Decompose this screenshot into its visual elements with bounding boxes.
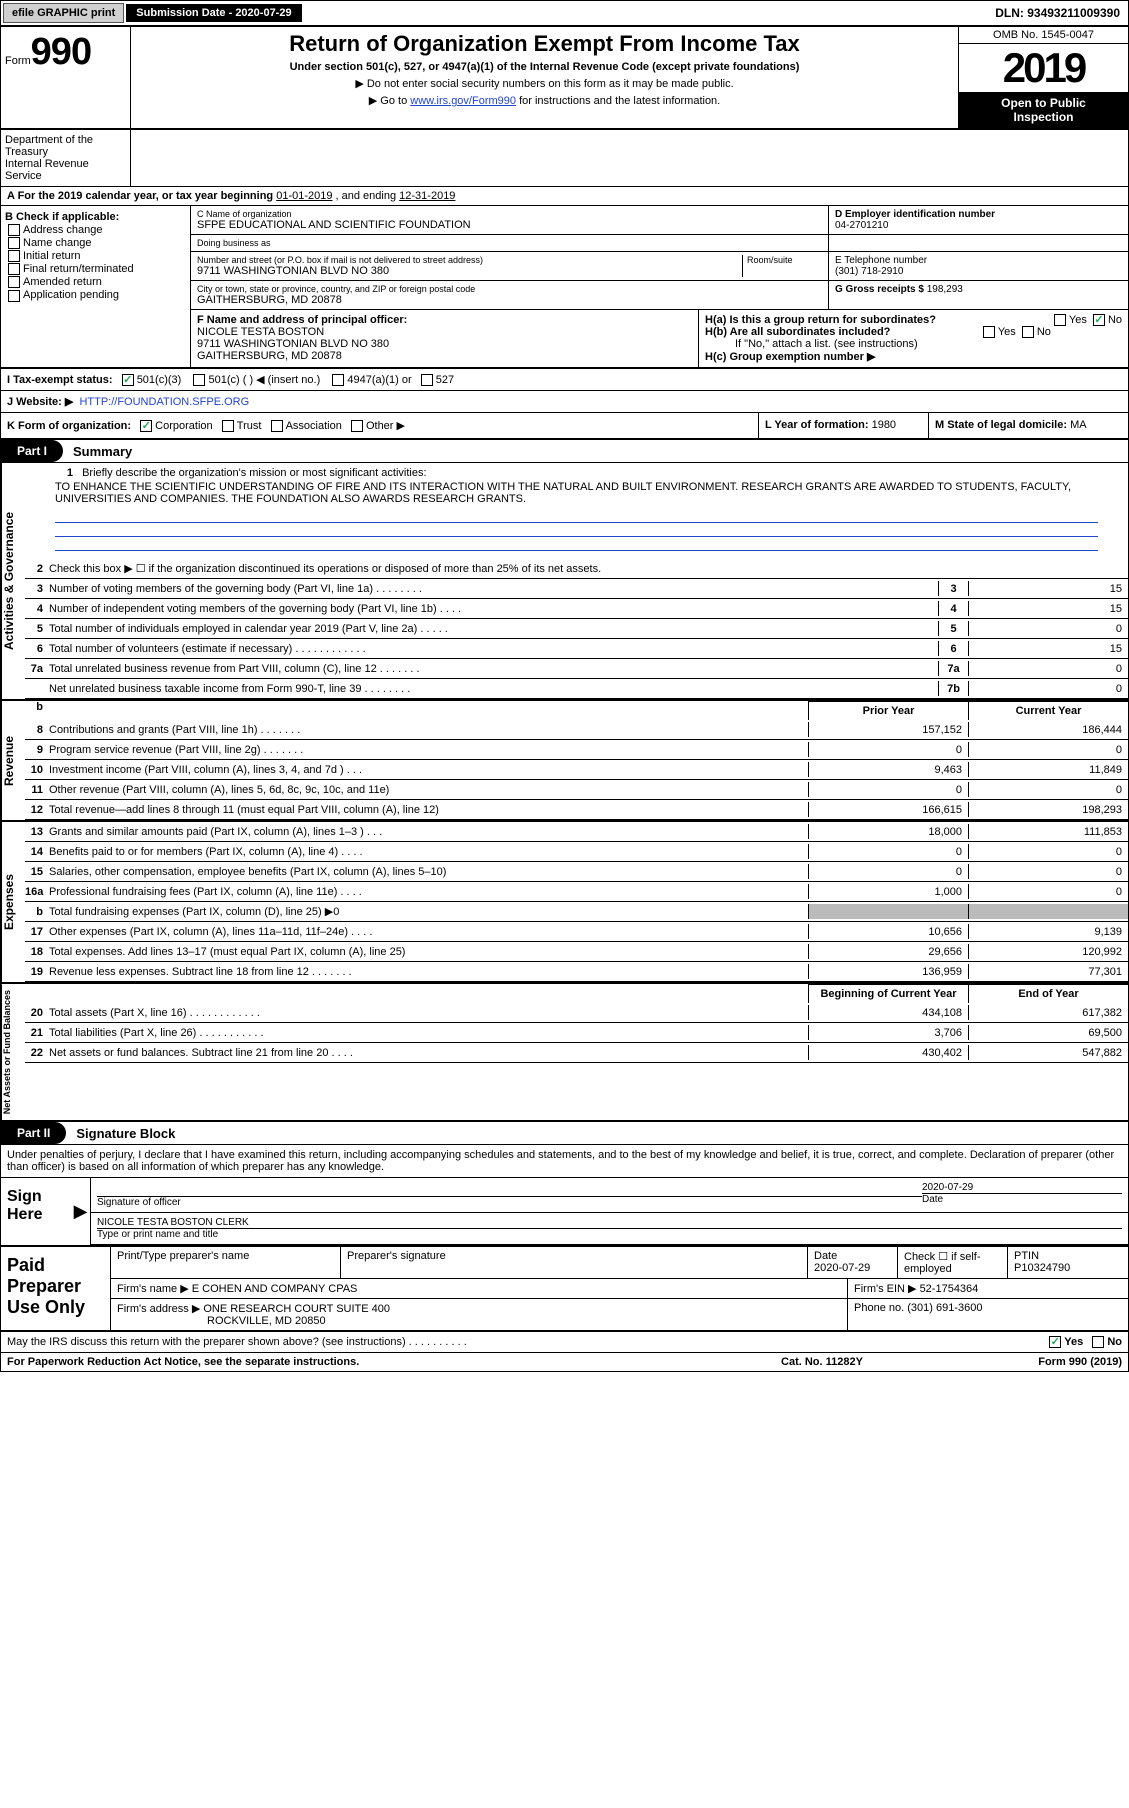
- state-domicile: M State of legal domicile: MA: [928, 413, 1128, 438]
- vtab-revenue: Revenue: [1, 701, 25, 820]
- page-footer: For Paperwork Reduction Act Notice, see …: [1, 1353, 1128, 1371]
- chk-other[interactable]: [351, 420, 363, 432]
- chk-ha-no[interactable]: [1093, 314, 1105, 326]
- sig-intro: Under penalties of perjury, I declare th…: [1, 1145, 1128, 1177]
- ein: 04-2701210: [835, 220, 1122, 231]
- tax-period-row: A For the 2019 calendar year, or tax yea…: [1, 187, 1128, 206]
- chk-discuss-yes[interactable]: [1049, 1336, 1061, 1348]
- instr-goto: ▶ Go to www.irs.gov/Form990 for instruct…: [135, 94, 954, 107]
- col-heads: b Prior Year Current Year: [25, 701, 1128, 720]
- net-col-heads: Beginning of Current Year End of Year: [25, 984, 1128, 1003]
- summary-line: 6Total number of volunteers (estimate if…: [25, 639, 1128, 659]
- vtab-net-assets: Net Assets or Fund Balances: [1, 984, 25, 1120]
- tax-exempt-row: I Tax-exempt status: 501(c)(3) 501(c) ( …: [1, 369, 1128, 391]
- summary-line: 11Other revenue (Part VIII, column (A), …: [25, 780, 1128, 800]
- org-name: SFPE EDUCATIONAL AND SCIENTIFIC FOUNDATI…: [197, 219, 822, 231]
- dept-treasury: Department of the Treasury Internal Reve…: [1, 130, 131, 186]
- website-link[interactable]: HTTP://FOUNDATION.SFPE.ORG: [79, 396, 249, 408]
- submission-date: Submission Date - 2020-07-29: [126, 4, 301, 22]
- chk-name-change[interactable]: [8, 237, 20, 249]
- officer-name: NICOLE TESTA BOSTON: [197, 326, 692, 338]
- sig-date: 2020-07-29: [922, 1182, 1122, 1193]
- chk-application-pending[interactable]: [8, 290, 20, 302]
- sign-arrow-icon: ▶: [71, 1178, 91, 1245]
- chk-initial-return[interactable]: [8, 250, 20, 262]
- chk-hb-no[interactable]: [1022, 326, 1034, 338]
- tax-year: 2019: [959, 44, 1128, 92]
- summary-line: 9Program service revenue (Part VIII, lin…: [25, 740, 1128, 760]
- form-subtitle: Under section 501(c), 527, or 4947(a)(1)…: [135, 61, 954, 73]
- form-title: Return of Organization Exempt From Incom…: [135, 31, 954, 57]
- form-number-cell: Form990: [1, 27, 131, 128]
- org-address: 9711 WASHINGTONIAN BLVD NO 380: [197, 265, 742, 277]
- irs-link[interactable]: www.irs.gov/Form990: [410, 95, 516, 107]
- efile-print-button[interactable]: efile GRAPHIC print: [3, 3, 124, 23]
- chk-527[interactable]: [421, 374, 433, 386]
- sign-here-label: Sign Here: [1, 1178, 71, 1245]
- summary-line: 13Grants and similar amounts paid (Part …: [25, 822, 1128, 842]
- firm-name: E COHEN AND COMPANY CPAS: [192, 1283, 358, 1295]
- top-bar: efile GRAPHIC print Submission Date - 20…: [1, 1, 1128, 27]
- chk-trust[interactable]: [222, 420, 234, 432]
- chk-assoc[interactable]: [271, 420, 283, 432]
- summary-line: 19Revenue less expenses. Subtract line 1…: [25, 962, 1128, 982]
- gross-receipts: 198,293: [927, 284, 963, 295]
- chk-discuss-no[interactable]: [1092, 1336, 1104, 1348]
- summary-line: 12Total revenue—add lines 8 through 11 (…: [25, 800, 1128, 820]
- chk-4947[interactable]: [332, 374, 344, 386]
- summary-line: 15Salaries, other compensation, employee…: [25, 862, 1128, 882]
- vtab-governance: Activities & Governance: [1, 463, 25, 699]
- chk-amended-return[interactable]: [8, 276, 20, 288]
- summary-line: 14Benefits paid to or for members (Part …: [25, 842, 1128, 862]
- form-of-org: K Form of organization: Corporation Trus…: [1, 413, 758, 438]
- firm-address: ONE RESEARCH COURT SUITE 400: [203, 1303, 390, 1315]
- dln-number: DLN: 93493211009390: [987, 3, 1128, 23]
- part-2-header: Part II Signature Block: [1, 1122, 1128, 1145]
- summary-line: 2Check this box ▶ ☐ if the organization …: [25, 559, 1128, 579]
- preparer-date: 2020-07-29: [814, 1262, 891, 1274]
- summary-line: 8Contributions and grants (Part VIII, li…: [25, 720, 1128, 740]
- summary-line: 10Investment income (Part VIII, column (…: [25, 760, 1128, 780]
- firm-phone: (301) 691-3600: [907, 1302, 982, 1314]
- chk-ha-yes[interactable]: [1054, 314, 1066, 326]
- chk-corp[interactable]: [140, 420, 152, 432]
- instr-no-ssn: ▶ Do not enter social security numbers o…: [135, 77, 954, 90]
- website-row: J Website: ▶ HTTP://FOUNDATION.SFPE.ORG: [1, 391, 1128, 413]
- omb-number: OMB No. 1545-0047: [959, 27, 1128, 44]
- summary-line: 7aTotal unrelated business revenue from …: [25, 659, 1128, 679]
- summary-line: 18Total expenses. Add lines 13–17 (must …: [25, 942, 1128, 962]
- summary-line: 3Number of voting members of the governi…: [25, 579, 1128, 599]
- summary-line: 17Other expenses (Part IX, column (A), l…: [25, 922, 1128, 942]
- firm-ein: 52-1754364: [920, 1283, 979, 1295]
- summary-line: 4Number of independent voting members of…: [25, 599, 1128, 619]
- summary-line: Net unrelated business taxable income fr…: [25, 679, 1128, 699]
- ptin: P10324790: [1014, 1262, 1122, 1274]
- box-b-checkboxes: B Check if applicable: Address change Na…: [1, 206, 191, 367]
- summary-line: 16aProfessional fundraising fees (Part I…: [25, 882, 1128, 902]
- paid-preparer-label: Paid Preparer Use Only: [1, 1247, 111, 1330]
- telephone: (301) 718-2910: [835, 266, 1122, 277]
- summary-line: 20Total assets (Part X, line 16) . . . .…: [25, 1003, 1128, 1023]
- summary-line: bTotal fundraising expenses (Part IX, co…: [25, 902, 1128, 922]
- summary-line: 21Total liabilities (Part X, line 26) . …: [25, 1023, 1128, 1043]
- chk-address-change[interactable]: [8, 224, 20, 236]
- chk-501c3[interactable]: [122, 374, 134, 386]
- year-cell: OMB No. 1545-0047 2019 Open to Public In…: [958, 27, 1128, 128]
- chk-501c[interactable]: [193, 374, 205, 386]
- summary-line: 22Net assets or fund balances. Subtract …: [25, 1043, 1128, 1063]
- summary-line: 5Total number of individuals employed in…: [25, 619, 1128, 639]
- chk-final-return[interactable]: [8, 263, 20, 275]
- title-cell: Return of Organization Exempt From Incom…: [131, 27, 958, 128]
- discuss-row: May the IRS discuss this return with the…: [1, 1332, 1128, 1353]
- mission-text: TO ENHANCE THE SCIENTIFIC UNDERSTANDING …: [55, 481, 1098, 505]
- org-city: GAITHERSBURG, MD 20878: [197, 294, 822, 306]
- part-1-header: Part I Summary: [1, 440, 1128, 463]
- vtab-expenses: Expenses: [1, 822, 25, 982]
- chk-hb-yes[interactable]: [983, 326, 995, 338]
- officer-print-name: NICOLE TESTA BOSTON CLERK: [97, 1217, 1122, 1228]
- year-formation: L Year of formation: 1980: [758, 413, 928, 438]
